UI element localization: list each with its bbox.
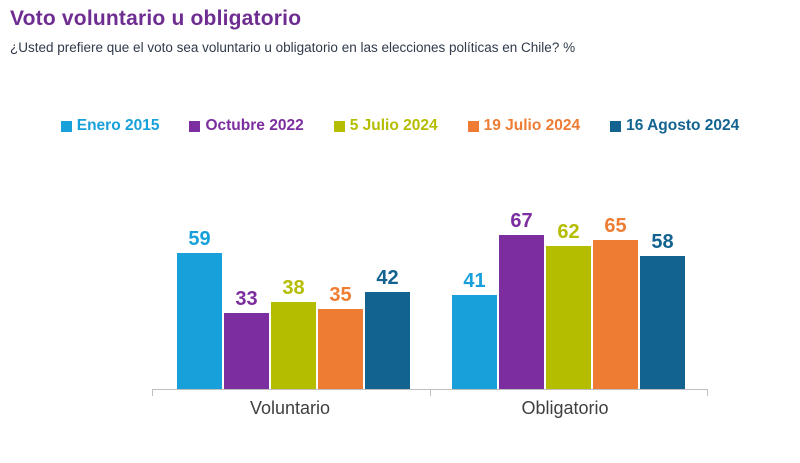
axis-tick (707, 390, 708, 396)
bar-5-julio-2024-obligatorio (546, 246, 591, 389)
bar-value-label: 67 (510, 209, 533, 232)
bar-wrap-19-julio-2024-voluntario: 35 (318, 283, 363, 389)
category-label-obligatorio: Obligatorio (521, 398, 609, 418)
bar-octubre-2022-obligatorio (499, 234, 544, 389)
page-title: Voto voluntario u obligatorio (10, 7, 302, 30)
survey-question: ¿Usted prefiere que el voto sea voluntar… (10, 40, 576, 55)
legend-swatch-icon (467, 120, 479, 132)
bar-value-label: 38 (282, 276, 305, 299)
bar-16-agosto-2024-voluntario (365, 292, 410, 389)
bar-value-label: 65 (604, 214, 627, 237)
legend-label: 5 Julio 2024 (349, 117, 438, 134)
bar-19-julio-2024-obligatorio (593, 239, 638, 389)
bar-wrap-16-agosto-2024-obligatorio: 58 (640, 232, 685, 389)
legend-item-octubre-2022: Octubre 2022 (189, 117, 304, 135)
legend-swatch-icon (189, 120, 201, 132)
bar-5-julio-2024-voluntario (271, 301, 316, 389)
legend-swatch-icon (333, 120, 345, 132)
legend-item-enero-2015: Enero 2015 (60, 117, 160, 135)
bar-wrap-19-julio-2024-obligatorio: 65 (593, 214, 638, 389)
bar-value-label: 42 (376, 267, 399, 290)
axis-tick (430, 390, 431, 396)
bar-value-label: 59 (188, 228, 211, 251)
legend-label: 19 Julio 2024 (483, 117, 581, 134)
bar-wrap-enero-2015-voluntario: 59 (177, 229, 222, 389)
bar-wrap-octubre-2022-voluntario: 33 (224, 289, 269, 389)
bar-octubre-2022-voluntario (224, 313, 269, 389)
legend-item-5-julio-2024: 5 Julio 2024 (333, 117, 438, 135)
bar-value-label: 41 (463, 269, 486, 292)
bar-value-label: 35 (329, 283, 352, 306)
bar-wrap-enero-2015-obligatorio: 41 (452, 271, 497, 389)
legend-label: 16 Agosto 2024 (626, 117, 740, 134)
bar-value-label: 62 (557, 221, 580, 244)
legend-item-16-agosto-2024: 16 Agosto 2024 (610, 117, 739, 135)
bar-wrap-5-julio-2024-voluntario: 38 (271, 278, 316, 389)
axis-tick (152, 390, 153, 396)
legend-label: Octubre 2022 (205, 117, 304, 134)
bar-value-label: 33 (235, 288, 258, 311)
bar-wrap-5-julio-2024-obligatorio: 62 (546, 222, 591, 389)
bar-group-obligatorio: 41 67 62 65 58 (452, 211, 685, 389)
bar-value-label: 58 (651, 230, 674, 253)
x-axis-line (152, 389, 708, 390)
legend-swatch-icon (60, 120, 72, 132)
bar-group-voluntario: 59 33 38 35 42 (177, 229, 410, 389)
bar-enero-2015-obligatorio (452, 294, 497, 389)
bar-19-julio-2024-voluntario (318, 308, 363, 389)
bar-16-agosto-2024-obligatorio (640, 255, 685, 389)
legend-label: Enero 2015 (76, 117, 160, 134)
legend: Enero 2015 Octubre 2022 5 Julio 2024 19 Jul… (0, 117, 800, 135)
legend-swatch-icon (610, 120, 622, 132)
legend-item-19-julio-2024: 19 Julio 2024 (467, 117, 581, 135)
plot-area: 59 33 38 35 42 41 67 62 65 58 Voluntario Obligat… (152, 200, 708, 418)
bar-wrap-octubre-2022-obligatorio: 67 (499, 211, 544, 389)
category-label-voluntario: Voluntario (249, 398, 331, 418)
bar-wrap-16-agosto-2024-voluntario: 42 (365, 268, 410, 389)
bar-enero-2015-voluntario (177, 253, 222, 389)
